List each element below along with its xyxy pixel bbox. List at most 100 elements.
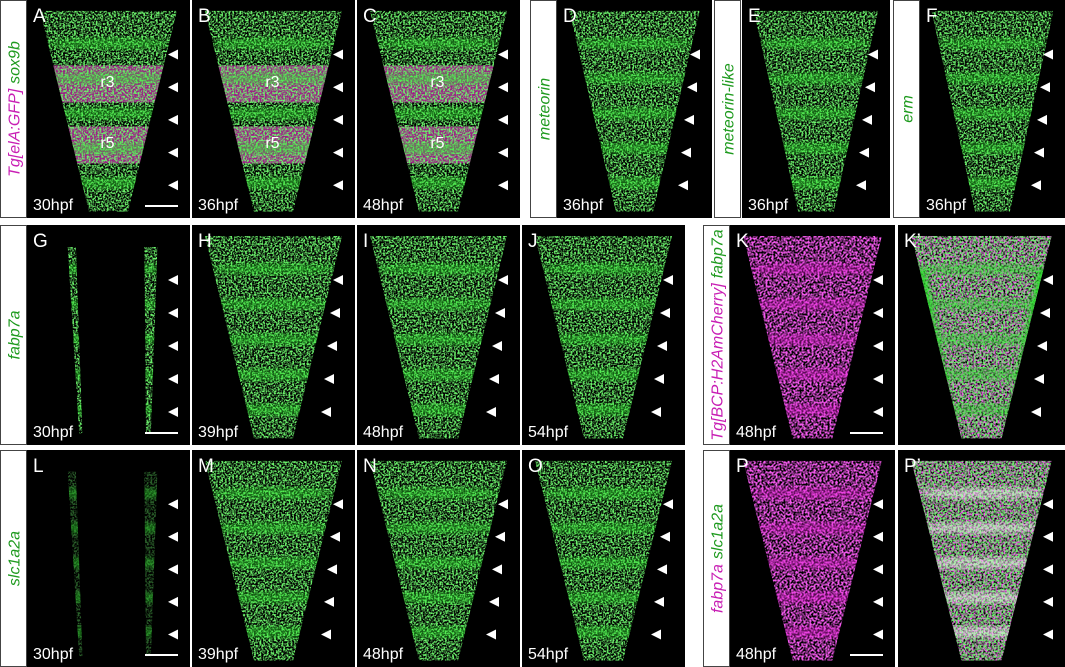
arrowhead [489, 596, 499, 607]
stripe [376, 37, 501, 50]
stripe [759, 37, 873, 50]
panel-letter: L [33, 456, 44, 477]
panel-letter: P [736, 456, 749, 477]
arrowhead [168, 49, 178, 60]
arrowhead [168, 275, 178, 285]
arrowhead [873, 564, 883, 575]
image-panel: H 39hpf [192, 225, 355, 445]
image-panel: P’ [898, 450, 1065, 667]
arrowhead [327, 341, 337, 351]
image-panel: F 36hpf [920, 0, 1065, 218]
side-label-part: fabp7a [710, 229, 727, 278]
arrowhead [873, 275, 883, 285]
stripe [575, 107, 694, 120]
stripe [211, 298, 336, 311]
arrowhead [865, 82, 875, 93]
image-panel: A 30hpf r3 r5 [27, 0, 190, 218]
arrowhead [168, 308, 178, 318]
timepoint-label: 48hpf [363, 646, 404, 663]
arrowhead [1043, 564, 1053, 575]
stripe [46, 107, 171, 120]
arrowhead [333, 82, 343, 93]
rhombomere-label: r5 [430, 135, 444, 152]
arrowhead [168, 374, 178, 384]
timepoint-label: 48hpf [736, 424, 777, 441]
stripe [376, 591, 501, 604]
panel-letter: I [363, 231, 368, 252]
image-panel: N 48hpf [357, 450, 520, 667]
side-label-box [703, 450, 730, 667]
side-label-part: Tg[BCP:H2AmCherry] [710, 283, 727, 441]
arrowhead [1031, 407, 1041, 417]
arrowhead [684, 114, 694, 125]
arrowhead [1037, 114, 1047, 125]
timepoint-label: 39hpf [198, 646, 239, 663]
timepoint-label: 36hpf [926, 197, 967, 214]
arrowhead [324, 374, 334, 384]
image-panel: O 54hpf [522, 450, 685, 667]
stripe [749, 298, 876, 311]
arrowhead [168, 114, 178, 125]
side-label: Tg[BCP:H2AmCherry] fabp7a [710, 229, 727, 440]
panel-background [27, 450, 190, 667]
arrowhead [1043, 629, 1053, 640]
side-label: meteorin [537, 78, 554, 140]
arrowhead [486, 629, 496, 640]
side-label-part: slc1a2a [7, 531, 24, 586]
stripe [541, 522, 666, 535]
stripe [376, 368, 501, 381]
timepoint-label: 48hpf [363, 424, 404, 441]
stripe [211, 556, 336, 569]
image-panel: K’ [898, 225, 1065, 445]
arrowhead [651, 407, 661, 417]
arrowhead [168, 341, 178, 351]
arrowhead [321, 629, 331, 640]
image-panel: E 36hpf [742, 0, 890, 218]
arrowhead [681, 147, 691, 158]
side-label: meteorin-like [721, 63, 738, 155]
arrowhead [657, 341, 667, 351]
stripe [211, 487, 336, 500]
stripe [918, 591, 1045, 604]
arrowhead [333, 49, 343, 60]
stripe [749, 556, 876, 569]
image-panel: B 36hpf r3 r5 [192, 0, 355, 218]
side-label: slc1a2a [7, 531, 24, 586]
arrowhead [486, 407, 496, 417]
stripe [541, 591, 666, 604]
panel-letter: P’ [904, 456, 921, 477]
arrowhead [690, 49, 700, 60]
stripe [46, 142, 171, 155]
timepoint-label: 30hpf [33, 424, 74, 441]
arrowhead [1037, 341, 1047, 351]
stripe [918, 368, 1045, 381]
panel-letter: N [363, 456, 377, 477]
arrowhead [333, 114, 343, 125]
arrowhead [873, 531, 883, 542]
rhombomere-label: r3 [265, 74, 279, 91]
side-label-box [0, 450, 27, 667]
stripe [937, 107, 1048, 120]
stripe [749, 522, 876, 535]
arrowhead [1034, 374, 1044, 384]
arrowhead [492, 341, 502, 351]
arrowhead [498, 114, 508, 125]
panel-letter: G [33, 231, 48, 252]
arrowhead [327, 564, 337, 575]
arrowhead [498, 49, 508, 60]
arrowhead [856, 180, 866, 191]
stripe [211, 142, 336, 155]
arrowhead [333, 275, 343, 285]
arrowhead [498, 82, 508, 93]
arrowhead [498, 275, 508, 285]
rhombomere-label: r5 [265, 135, 279, 152]
stripe [575, 142, 694, 155]
arrowhead [687, 82, 697, 93]
side-label-part: meteorin-like [721, 63, 738, 155]
stripe [211, 333, 336, 346]
side-label: Tg[elA:GFP] sox9b [7, 41, 24, 177]
stripe [759, 142, 873, 155]
side-label-box [0, 225, 27, 445]
arrowhead [168, 82, 178, 93]
image-panel: G 30hpf [27, 225, 190, 445]
